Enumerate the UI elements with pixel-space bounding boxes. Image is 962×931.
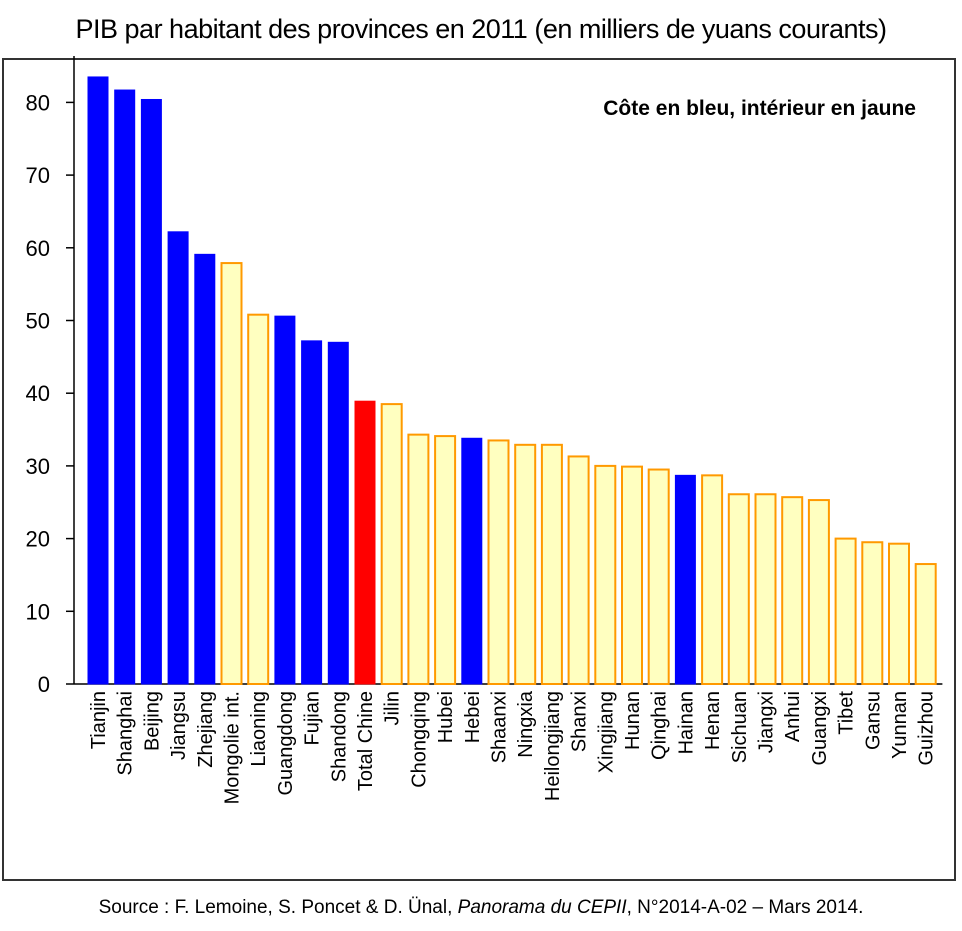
y-tick-label: 10 bbox=[26, 599, 50, 624]
x-axis-labels: Tianjin Shanghai Beijing Jiangsu Zhejiang Mon… bbox=[88, 690, 938, 804]
bar-guangdong bbox=[274, 315, 296, 685]
bar-tibet bbox=[834, 537, 857, 685]
bar-hainan bbox=[674, 474, 696, 685]
chart-frame bbox=[2, 58, 956, 881]
y-tick-label: 80 bbox=[26, 90, 50, 115]
bar-tianjin bbox=[87, 76, 109, 685]
source-suffix: , N°2014-A-02 – Mars 2014. bbox=[626, 897, 864, 918]
bar-shaanxi bbox=[487, 439, 510, 685]
x-tick-label: Heilongjiang bbox=[542, 691, 564, 801]
x-tick-label: Tibet bbox=[836, 691, 858, 735]
bar-hebei bbox=[461, 437, 483, 685]
x-tick-label: Total Chine bbox=[355, 691, 377, 791]
chart-title: PIB par habitant des provinces en 2011 (… bbox=[75, 14, 887, 44]
source-publication: Panorama du CEPII bbox=[457, 897, 627, 918]
x-tick-label: Hebei bbox=[462, 691, 484, 743]
y-tick-label: 40 bbox=[26, 381, 50, 406]
x-tick-label: Mongolie int. bbox=[222, 691, 244, 804]
y-tick-label: 30 bbox=[26, 454, 50, 479]
bar-liaoning bbox=[247, 313, 270, 685]
x-tick-label: Fujian bbox=[302, 691, 324, 745]
bar-qinghai bbox=[647, 468, 670, 685]
bar-zhejiang bbox=[194, 253, 216, 685]
bar-jilin bbox=[380, 403, 403, 685]
x-tick-label: Gansu bbox=[862, 691, 884, 750]
source-note: Source : F. Lemoine, S. Poncet & D. Ünal… bbox=[0, 897, 962, 919]
y-tick-label: 70 bbox=[26, 163, 50, 188]
bars bbox=[87, 76, 937, 686]
x-tick-label: Liaoning bbox=[248, 691, 270, 767]
bar-yunnan bbox=[888, 542, 910, 686]
y-axis: 0 10 20 30 40 50 60 70 80 bbox=[26, 56, 943, 697]
x-tick-label: Qinghai bbox=[649, 691, 671, 760]
bar-hubei bbox=[434, 435, 457, 685]
x-tick-label: Guizhou bbox=[916, 691, 938, 766]
x-tick-label: Xingjiang bbox=[595, 691, 617, 773]
x-tick-label: Chongqing bbox=[408, 691, 430, 788]
x-tick-label: Henan bbox=[702, 691, 724, 750]
x-tick-label: Hubei bbox=[435, 691, 457, 743]
y-tick-label: 20 bbox=[26, 527, 50, 552]
bar-henan bbox=[701, 474, 724, 686]
bar-heilongjiang bbox=[540, 443, 563, 685]
bar-guizhou bbox=[914, 563, 937, 685]
y-tick-label: 50 bbox=[26, 309, 50, 334]
bar-gansu bbox=[861, 541, 884, 685]
bar-shanghai bbox=[114, 89, 136, 685]
bar-jiangxi bbox=[754, 493, 777, 685]
x-tick-label: Guangxi bbox=[809, 691, 831, 766]
bar-guangxi bbox=[807, 499, 830, 685]
bar-shanxi bbox=[567, 455, 590, 685]
bar-ningxia bbox=[514, 443, 537, 685]
x-tick-label: Zhejiang bbox=[195, 691, 217, 768]
y-tick-label: 0 bbox=[38, 672, 50, 697]
x-tick-label: Yunnan bbox=[889, 691, 911, 759]
bar-mongolie-int- bbox=[220, 262, 243, 685]
x-tick-label: Sichuan bbox=[729, 691, 751, 763]
bar-fujian bbox=[301, 340, 323, 685]
x-tick-label: Shandong bbox=[328, 691, 350, 782]
bar-jiangsu bbox=[167, 231, 189, 685]
x-tick-label: Ningxia bbox=[515, 690, 537, 758]
x-tick-label: Hainan bbox=[675, 691, 697, 754]
bar-sichuan bbox=[727, 493, 750, 685]
x-tick-label: Shanxi bbox=[569, 691, 591, 752]
bar-shandong bbox=[327, 341, 349, 685]
x-tick-label: Shanghai bbox=[115, 691, 137, 776]
x-tick-label: Anhui bbox=[782, 691, 804, 742]
bar-xingjiang bbox=[594, 464, 617, 685]
x-tick-label: Jilin bbox=[382, 691, 404, 725]
bar-anhui bbox=[781, 496, 804, 686]
legend-annotation: Côte en bleu, intérieur en jaune bbox=[603, 97, 916, 120]
bar-beijing bbox=[140, 98, 162, 685]
bar-hunan bbox=[621, 465, 643, 686]
x-tick-label: Jiangxi bbox=[756, 691, 778, 753]
x-tick-label: Tianjin bbox=[88, 691, 110, 749]
x-tick-label: Beijing bbox=[141, 691, 163, 751]
y-tick-label: 60 bbox=[26, 236, 50, 261]
bar-chongqing bbox=[407, 433, 430, 685]
x-tick-label: Guangdong bbox=[275, 691, 297, 796]
x-tick-label: Hunan bbox=[622, 691, 644, 750]
x-tick-label: Jiangsu bbox=[168, 691, 190, 760]
bar-total-chine bbox=[354, 400, 376, 685]
x-tick-label: Shaanxi bbox=[489, 691, 511, 763]
source-prefix: Source : F. Lemoine, S. Poncet & D. Ünal… bbox=[98, 897, 458, 918]
